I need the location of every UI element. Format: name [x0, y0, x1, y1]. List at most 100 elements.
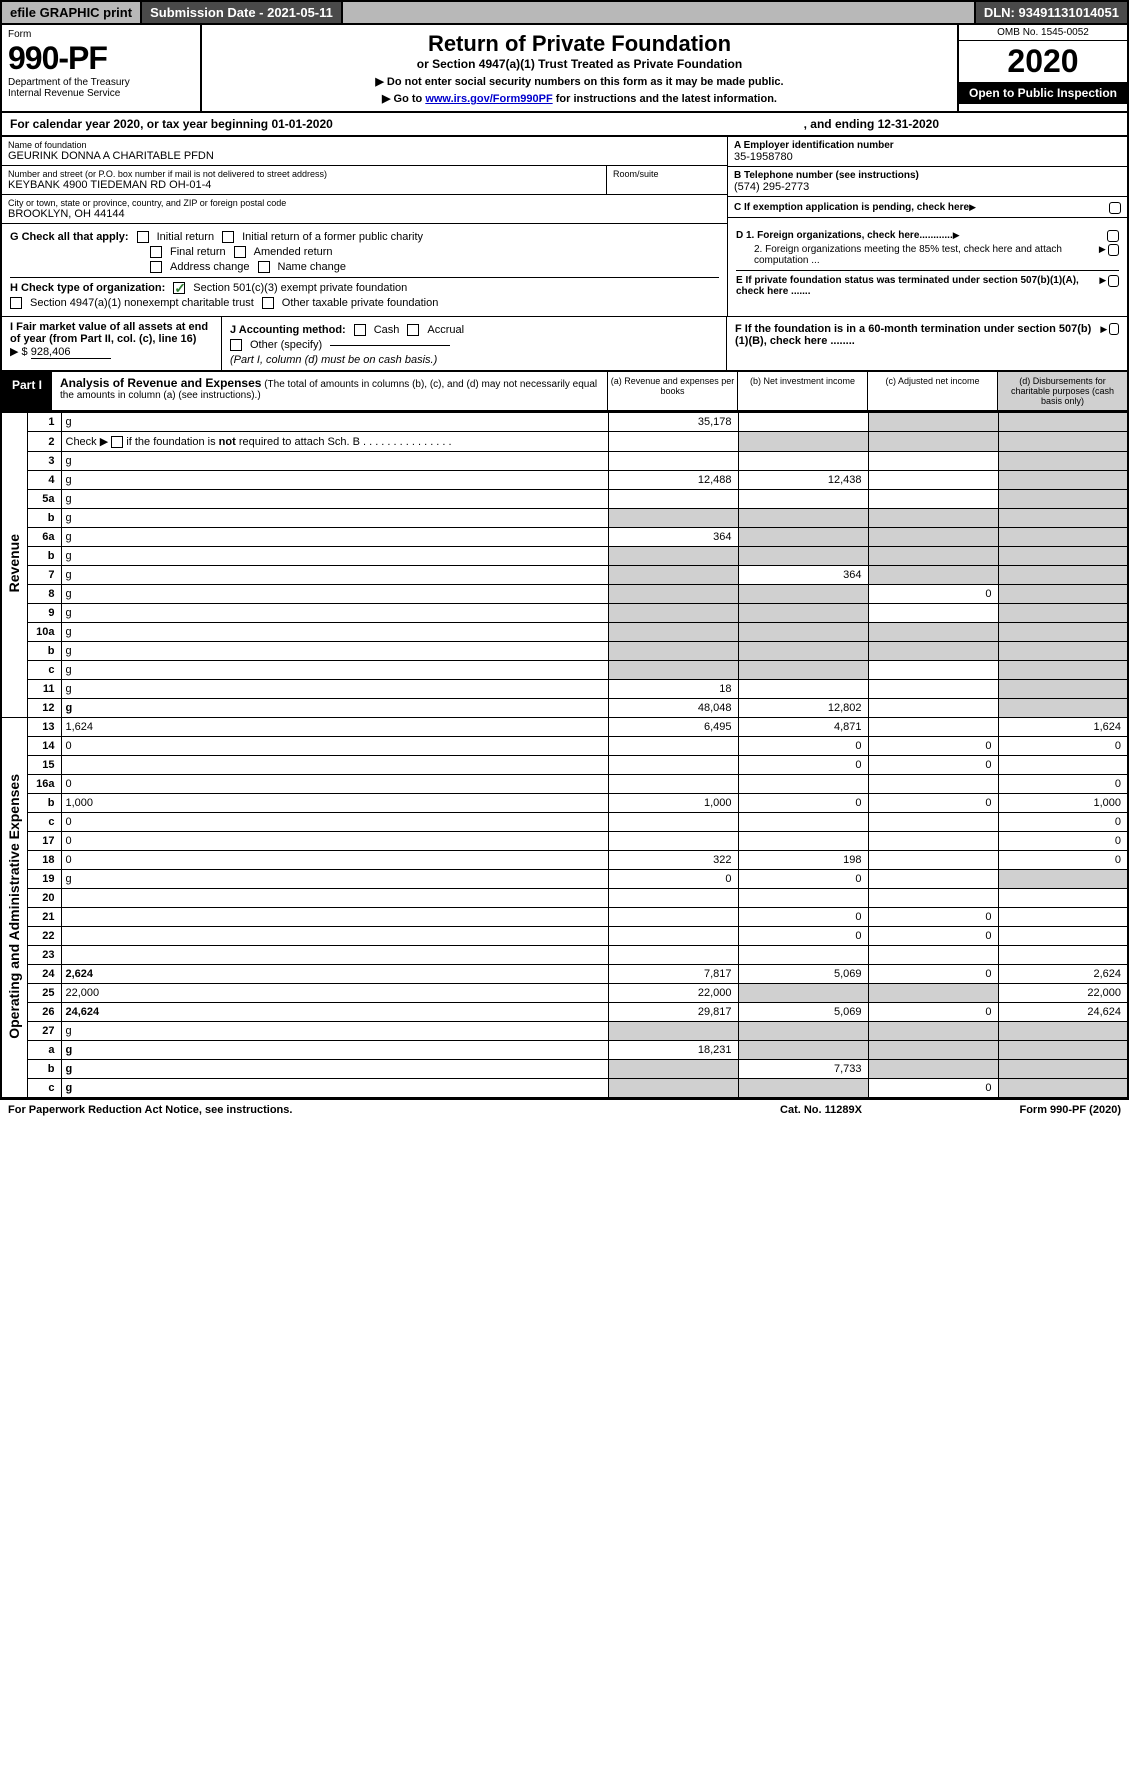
amt-col-a — [608, 737, 738, 756]
arrow-icon — [953, 230, 962, 241]
j-check-accrual[interactable] — [407, 324, 419, 336]
amt-col-a — [608, 623, 738, 642]
irs-link[interactable]: www.irs.gov/Form990PF — [425, 93, 552, 105]
amt-col-d — [998, 908, 1128, 927]
h-check-501c3[interactable] — [173, 282, 185, 294]
city-label: City or town, state or province, country… — [8, 198, 721, 208]
g-check-final[interactable] — [150, 246, 162, 258]
f-checkbox[interactable] — [1109, 323, 1119, 335]
j-other: Other (specify) — [250, 339, 322, 351]
j-section: J Accounting method: Cash Accrual Other … — [222, 317, 727, 370]
d1-checkbox[interactable] — [1107, 230, 1119, 242]
efile-print-label[interactable]: efile GRAPHIC print — [2, 2, 142, 23]
g-check-name[interactable] — [258, 261, 270, 273]
amt-col-d — [998, 585, 1128, 604]
table-row: 19g00 — [1, 870, 1128, 889]
table-row: 3g — [1, 452, 1128, 471]
row-number: 13 — [27, 718, 61, 737]
header-right: OMB No. 1545-0052 2020 Open to Public In… — [957, 25, 1127, 111]
amt-col-c: 0 — [868, 965, 998, 984]
amt-col-d — [998, 642, 1128, 661]
h-check-other-tax[interactable] — [262, 297, 274, 309]
table-row: cg0 — [1, 1079, 1128, 1099]
table-row: 5ag — [1, 490, 1128, 509]
row-desc: g — [61, 1041, 608, 1060]
j-other-line — [330, 345, 450, 346]
amt-col-c — [868, 699, 998, 718]
g-label: G Check all that apply: — [10, 231, 129, 243]
g-row: G Check all that apply: Initial return I… — [10, 231, 719, 243]
amt-col-a — [608, 566, 738, 585]
amt-col-c — [868, 566, 998, 585]
g-opt-3: Amended return — [254, 246, 333, 258]
row-desc: g — [61, 528, 608, 547]
row-number: 11 — [27, 680, 61, 699]
amt-col-d — [998, 528, 1128, 547]
amt-col-d: 1,624 — [998, 718, 1128, 737]
row-number: a — [27, 1041, 61, 1060]
page-footer: For Paperwork Reduction Act Notice, see … — [0, 1099, 1129, 1120]
room-cell: Room/suite — [607, 166, 727, 194]
table-row: 6ag364 — [1, 528, 1128, 547]
f-item: F If the foundation is in a 60-month ter… — [735, 323, 1119, 347]
amt-col-d — [998, 623, 1128, 642]
j-check-cash[interactable] — [354, 324, 366, 336]
amt-col-b — [738, 984, 868, 1003]
amt-col-b — [738, 547, 868, 566]
table-row: bg7,733 — [1, 1060, 1128, 1079]
g-check-amended[interactable] — [234, 246, 246, 258]
table-row: bg — [1, 547, 1128, 566]
omb-number: OMB No. 1545-0052 — [959, 25, 1127, 41]
footer-right: Form 990-PF (2020) — [921, 1104, 1121, 1116]
amt-col-a: 18 — [608, 680, 738, 699]
g-check-initial-former[interactable] — [222, 231, 234, 243]
amt-col-a — [608, 927, 738, 946]
d2-checkbox[interactable] — [1108, 244, 1119, 256]
amt-col-a: 29,817 — [608, 1003, 738, 1022]
sch-b-checkbox[interactable] — [111, 436, 123, 448]
amt-col-d — [998, 1022, 1128, 1041]
j-note: (Part I, column (d) must be on cash basi… — [230, 354, 718, 366]
amt-col-a — [608, 908, 738, 927]
i-value: 928,406 — [31, 346, 111, 359]
irs-label: Internal Revenue Service — [8, 88, 194, 99]
row-number: b — [27, 642, 61, 661]
row-number: 23 — [27, 946, 61, 965]
g-check-address[interactable] — [150, 261, 162, 273]
phone-value: (574) 295-2773 — [734, 181, 1121, 193]
row-number: 10a — [27, 623, 61, 642]
c-label: C If exemption application is pending, c… — [734, 202, 969, 213]
j-check-other[interactable] — [230, 339, 242, 351]
amt-col-d — [998, 432, 1128, 452]
row-desc: g — [61, 623, 608, 642]
table-row: 2200 — [1, 927, 1128, 946]
amt-col-c — [868, 851, 998, 870]
name-label: Name of foundation — [8, 140, 721, 150]
table-row: Revenue1g35,178 — [1, 413, 1128, 432]
amt-col-c — [868, 509, 998, 528]
row-desc: g — [61, 1079, 608, 1099]
row-number: b — [27, 794, 61, 813]
amt-col-d — [998, 452, 1128, 471]
amt-col-b — [738, 413, 868, 432]
arrow-icon — [1100, 323, 1109, 335]
arrow-icon — [969, 202, 978, 213]
row-desc: g — [61, 1022, 608, 1041]
table-row: bg — [1, 642, 1128, 661]
amt-col-d — [998, 566, 1128, 585]
c-checkbox[interactable] — [1109, 202, 1121, 214]
amt-col-c — [868, 547, 998, 566]
h-check-4947[interactable] — [10, 297, 22, 309]
amt-col-d: 0 — [998, 737, 1128, 756]
amt-col-b — [738, 813, 868, 832]
expenses-side-label: Operating and Administrative Expenses — [1, 718, 27, 1099]
amt-col-c — [868, 813, 998, 832]
i-section: I Fair market value of all assets at end… — [2, 317, 222, 370]
e-checkbox[interactable] — [1108, 275, 1119, 287]
row-number: 5a — [27, 490, 61, 509]
g-check-initial[interactable] — [137, 231, 149, 243]
header-mid: Return of Private Foundation or Section … — [202, 25, 957, 111]
amt-col-c — [868, 661, 998, 680]
amt-col-b — [738, 432, 868, 452]
row-number: 27 — [27, 1022, 61, 1041]
